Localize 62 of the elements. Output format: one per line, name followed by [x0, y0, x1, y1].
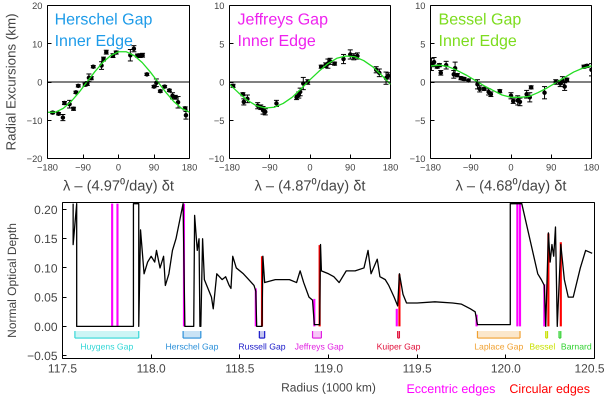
y-tick-label: −20	[26, 154, 43, 164]
x-tick-label: −90	[75, 162, 91, 172]
y-tick-label: −5	[414, 116, 426, 126]
y-tick-label: 0.15	[34, 232, 58, 246]
x-axis-title: λ – (4.87⁰/day) δt	[254, 178, 366, 194]
x-tick-label: 120.5	[574, 362, 604, 376]
x-axis-title: Radius (1000 km)	[281, 380, 376, 394]
y-tick-label: −0.05	[27, 349, 58, 364]
x-tick-label: 0	[508, 162, 514, 172]
band-label: Russell Gap	[238, 342, 286, 352]
x-tick-label: −180	[36, 162, 58, 172]
y-tick-label: −5	[214, 116, 225, 126]
y-tick-label: 10	[32, 39, 43, 50]
y-tick-label: 20	[32, 1, 43, 11]
y-tick-label: 0	[37, 78, 43, 88]
y-tick-label: 0.00	[34, 320, 58, 334]
y-tick-label: −10	[410, 154, 426, 164]
x-tick-label: 0	[116, 162, 122, 172]
y-tick-label: 5	[219, 39, 225, 50]
x-tick-label: 119.0	[314, 362, 344, 376]
y-tick-label: 0	[420, 78, 426, 88]
legend-label: Huygens Gap	[80, 342, 134, 352]
y-tick-label: 5	[420, 39, 426, 50]
y-tick-label: 0.05	[34, 290, 58, 305]
y-tick-label: 10	[214, 1, 225, 11]
x-tick-label: −180	[420, 162, 442, 172]
y-tick-label: −10	[208, 154, 225, 164]
band-label: Kuiper Gap	[376, 342, 421, 352]
x-tick-label: 90	[345, 162, 356, 172]
legend-label: Laplace Gap	[474, 342, 524, 352]
x-tick-label: −90	[262, 162, 278, 172]
x-tick-label: 117.5	[48, 362, 78, 376]
text: Herschel Gap Inner Edge	[54, 12, 153, 50]
x-tick-label: 90	[546, 162, 556, 172]
y-tick-label: 0.20	[34, 203, 58, 218]
x-tick-label: 120.0	[490, 362, 522, 376]
text: Eccentric edges	[406, 382, 496, 396]
x-tick-label: 180	[584, 162, 600, 172]
y-tick-label: 0.10	[34, 261, 58, 276]
x-tick-label: 180	[182, 162, 198, 172]
x-tick-label: 118.5	[225, 362, 255, 376]
x-tick-label: −90	[462, 162, 479, 172]
y-tick-label: 0	[219, 78, 225, 88]
text: Bessel Gap Inner Edge	[438, 12, 522, 50]
y-tick-label: 10	[415, 1, 426, 11]
text: Jeffreys Gap Inner Edge	[238, 12, 328, 50]
x-tick-label: 180	[382, 162, 398, 172]
x-tick-label: 118.0	[136, 362, 166, 376]
legend-label: Barnard	[560, 342, 592, 352]
legend-label: Jeffreys Gap	[294, 342, 344, 352]
band-label: Bessel	[529, 342, 556, 352]
x-axis-title: λ – (4.68⁰/day) δt	[456, 178, 566, 194]
y-tick-label: −10	[26, 116, 43, 126]
x-tick-label: 119.5	[402, 362, 432, 376]
legend-label: Herschel Gap	[165, 342, 219, 352]
x-tick-label: 90	[148, 162, 160, 172]
x-axis-title: λ – (4.97⁰/day) δt	[63, 178, 174, 194]
x-tick-label: −180	[218, 162, 240, 172]
text: Circular edges	[509, 382, 590, 396]
y-axis-title: Radial Excursions (km)	[4, 13, 19, 151]
y-axis-title: Normal Optical Depth	[5, 223, 20, 338]
x-tick-label: 0	[307, 162, 313, 172]
